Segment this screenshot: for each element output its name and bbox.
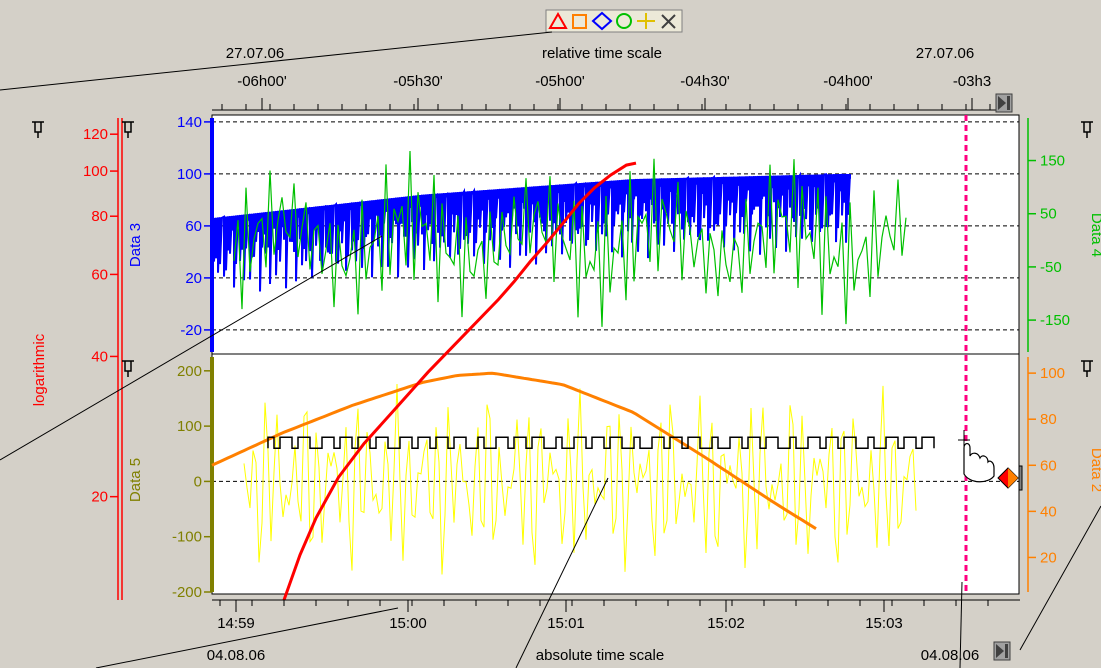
data3-tick-label: 60 xyxy=(185,218,202,235)
top-tick-label: -05h00' xyxy=(535,73,585,90)
top-tick-label: -05h30' xyxy=(393,73,443,90)
data5-series xyxy=(243,383,917,575)
top-tick-label: -04h00' xyxy=(823,73,873,90)
toolbar xyxy=(545,9,683,33)
data3-tick-label: 100 xyxy=(177,166,202,183)
data3-series xyxy=(213,171,851,292)
scroll-end-icon[interactable] xyxy=(993,641,1011,661)
logarithmic-tick-label: 80 xyxy=(91,208,108,225)
top-axis-title: relative time scale xyxy=(542,45,662,62)
bottom-axis-title: absolute time scale xyxy=(536,647,664,664)
data2-axis: 100 80 60 40 20 Data 2 xyxy=(1027,357,1101,592)
top-tick-label: -06h00' xyxy=(237,73,287,90)
data5-tick-label: -100 xyxy=(172,529,202,546)
top-tick-label: -03h3 xyxy=(953,73,991,90)
scroll-end-icon[interactable] xyxy=(995,93,1013,113)
data5-axis-label: Data 5 xyxy=(127,458,144,502)
plus-icon[interactable] xyxy=(636,12,656,30)
log-axis-label: logarithmic xyxy=(31,333,48,406)
bottom-tick-label: 15:01 xyxy=(547,615,585,632)
data2-series xyxy=(211,371,817,530)
square-icon[interactable] xyxy=(570,12,590,30)
data4-axis-label: Data 4 xyxy=(1088,213,1101,257)
top-axis: 27.07.06 relative time scale 27.07.06 -0… xyxy=(212,45,1013,113)
data4-tick-label: -150 xyxy=(1040,312,1070,329)
data5-tick-label: 200 xyxy=(177,363,202,380)
series-layer xyxy=(211,150,935,601)
logarithmic-tick-label: 60 xyxy=(91,266,108,283)
data3-tick-label: -20 xyxy=(180,322,202,339)
top-axis-ticks: -06h00' -05h30' -05h00' -04h30' -04h00' -03h3 xyxy=(221,73,991,110)
pin-icon[interactable] xyxy=(32,121,44,138)
circle-icon[interactable] xyxy=(614,12,634,30)
lower-plot-area xyxy=(211,353,1020,595)
logarithmic-tick-label: 100 xyxy=(83,163,108,180)
data5-tick-label: 0 xyxy=(194,473,202,490)
top-date-left: 27.07.06 xyxy=(226,45,284,62)
pin-icon[interactable] xyxy=(122,121,134,138)
data5-tick-label: -200 xyxy=(172,584,202,601)
bottom-tick-label: 15:00 xyxy=(389,615,427,632)
data3-tick-label: 20 xyxy=(185,270,202,287)
top-tick-label: -04h30' xyxy=(680,73,730,90)
data5-tick-label: 100 xyxy=(177,418,202,435)
diamond-icon[interactable] xyxy=(591,11,613,31)
data2-tick-label: 20 xyxy=(1040,549,1057,566)
hand-cursor-icon xyxy=(958,430,995,483)
logarithmic-tick-label: 20 xyxy=(91,489,108,506)
data2-tick-label: 60 xyxy=(1040,457,1057,474)
pin-icon[interactable] xyxy=(1081,121,1093,138)
bottom-date-left: 04.08.06 xyxy=(207,647,265,664)
data4-tick-label: -50 xyxy=(1040,259,1062,276)
bottom-tick-label: 15:03 xyxy=(865,615,903,632)
bottom-date-right: 04.08.06 xyxy=(921,647,979,664)
bottom-axis: 14:59 15:00 15:01 15:02 15:03 04.08.06 absol… xyxy=(207,599,1020,664)
log-axis: 120 100 80 60 40 20 logarithmic xyxy=(31,118,123,600)
data3-tick-label: 140 xyxy=(177,114,202,131)
data4-tick-label: 150 xyxy=(1040,153,1065,170)
pin-icon[interactable] xyxy=(1081,360,1093,377)
logarithmic-tick-label: 40 xyxy=(91,348,108,365)
data2-axis-label: Data 2 xyxy=(1088,448,1101,492)
data4-series xyxy=(233,150,907,327)
data2-tick-label: 80 xyxy=(1040,411,1057,428)
x-icon[interactable] xyxy=(658,12,678,30)
data3-axis: 140 100 60 20 -20 Data 3 xyxy=(127,114,214,352)
cursor-marker-icon[interactable] xyxy=(997,465,1023,491)
pin-icon[interactable] xyxy=(122,360,134,377)
data2-tick-label: 40 xyxy=(1040,503,1057,520)
top-date-right: 27.07.06 xyxy=(916,45,974,62)
data3-axis-label: Data 3 xyxy=(127,223,144,267)
bottom-tick-label: 14:59 xyxy=(217,615,255,632)
bottom-tick-label: 15:02 xyxy=(707,615,745,632)
data2-tick-label: 100 xyxy=(1040,365,1065,382)
data4-tick-label: 50 xyxy=(1040,206,1057,223)
data5-axis: 200 100 0 -100 -200 Data 5 xyxy=(127,357,214,601)
callout-lines xyxy=(0,31,1101,668)
data4-axis: 150 50 -50 -150 Data 4 xyxy=(1027,118,1101,352)
digital-series xyxy=(267,436,935,449)
logarithmic-series xyxy=(282,161,637,601)
logarithmic-tick-label: 120 xyxy=(83,126,108,143)
bottom-axis-ticks: 14:59 15:00 15:01 15:02 15:03 xyxy=(217,600,989,632)
triangle-icon[interactable] xyxy=(548,11,568,30)
